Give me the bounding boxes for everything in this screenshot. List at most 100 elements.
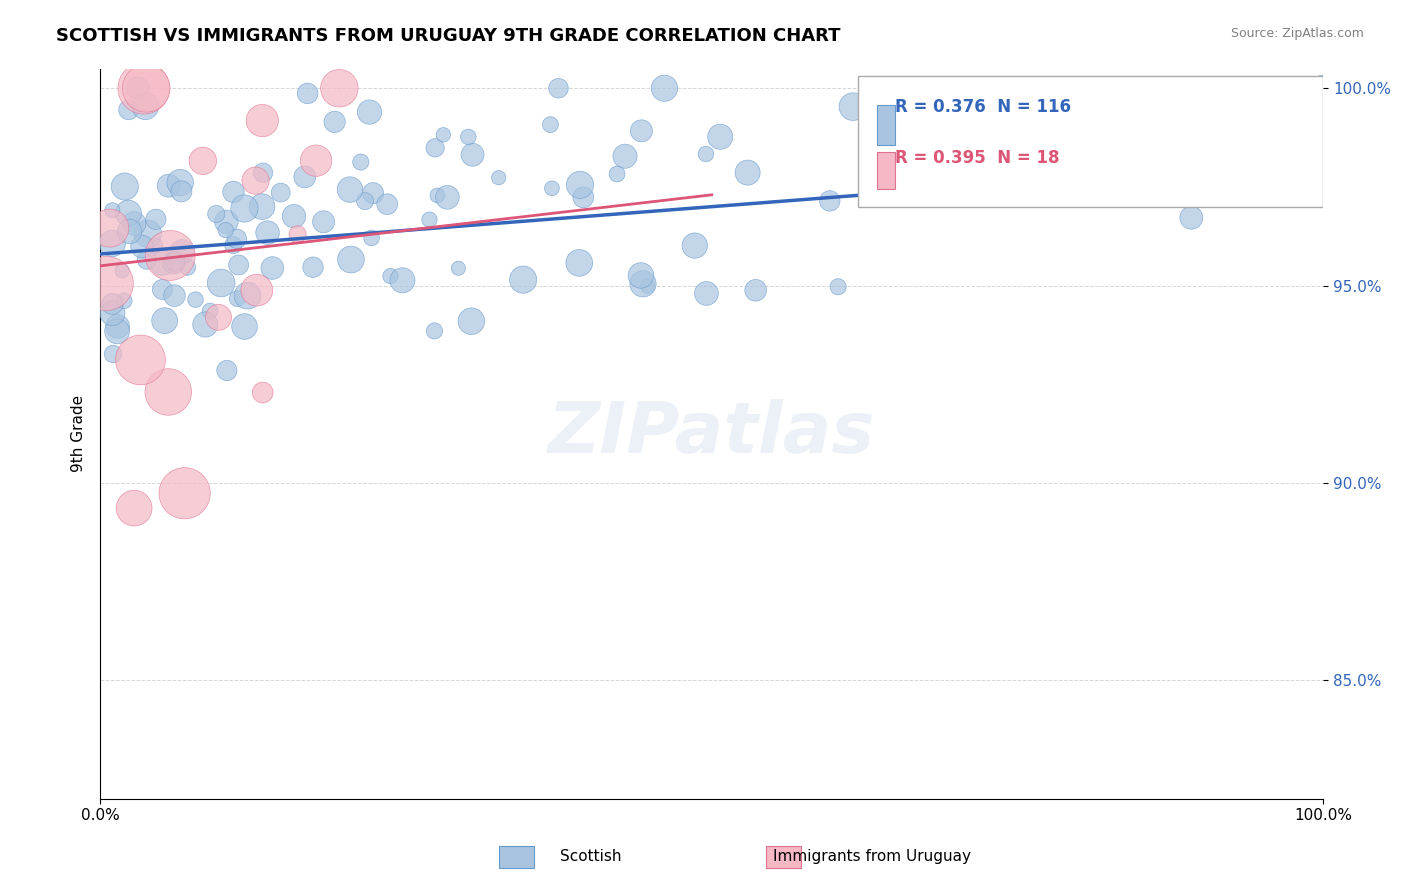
Point (1312, 101, 1334, 115)
Text: ZIPatlas: ZIPatlas (548, 399, 876, 468)
FancyBboxPatch shape (877, 105, 896, 145)
Point (287, 227, 309, 242)
Point (163, 288, 186, 302)
Point (191, 153, 214, 168)
Point (328, 81, 350, 95)
Point (132, 81, 155, 95)
Point (970, 159, 993, 173)
Point (98, 221, 121, 235)
Point (101, 306, 124, 320)
Point (614, 149, 637, 163)
Point (423, 324, 446, 338)
Point (654, 81, 676, 95)
Point (312, 215, 335, 229)
Point (150, 256, 173, 270)
Point (569, 178, 592, 192)
Point (157, 178, 180, 193)
Point (159, 248, 181, 262)
Point (1312, 152, 1334, 166)
Point (150, 283, 173, 297)
Point (256, 226, 278, 240)
Text: R = 0.376  N = 116: R = 0.376 N = 116 (896, 98, 1071, 116)
Point (270, 186, 292, 200)
Point (512, 273, 534, 287)
Point (262, 260, 284, 275)
Point (637, 279, 659, 293)
Point (426, 188, 449, 202)
Point (283, 209, 305, 223)
Point (737, 165, 759, 179)
Point (323, 115, 346, 129)
Point (194, 318, 217, 332)
Point (360, 231, 382, 245)
Point (572, 190, 595, 204)
Point (350, 155, 373, 169)
Point (380, 269, 402, 284)
Point (423, 141, 446, 155)
Point (184, 293, 207, 307)
Point (1312, 81, 1334, 95)
Point (744, 283, 766, 297)
Text: Immigrants from Uruguay: Immigrants from Uruguay (773, 849, 970, 863)
Point (112, 293, 135, 308)
Point (117, 206, 139, 220)
Text: SCOTTISH VS IMMIGRANTS FROM URUGUAY 9TH GRADE CORRELATION CHART: SCOTTISH VS IMMIGRANTS FROM URUGUAY 9TH … (56, 27, 841, 45)
Point (541, 181, 564, 195)
Point (170, 244, 193, 259)
Point (122, 501, 145, 516)
Point (215, 215, 238, 229)
Point (252, 166, 274, 180)
Point (818, 194, 841, 208)
Point (1194, 108, 1216, 122)
Point (215, 363, 238, 377)
Point (354, 194, 377, 208)
Point (418, 212, 440, 227)
Point (114, 179, 136, 194)
Point (1025, 146, 1047, 161)
Point (488, 170, 510, 185)
Point (225, 232, 247, 246)
Point (447, 261, 470, 276)
Point (134, 99, 156, 113)
Point (339, 183, 361, 197)
Point (695, 147, 717, 161)
Point (129, 353, 152, 368)
Point (170, 185, 193, 199)
Point (209, 276, 232, 290)
Point (117, 103, 139, 117)
Point (1063, 130, 1085, 145)
Point (205, 207, 228, 221)
Point (143, 238, 166, 252)
Point (915, 81, 938, 95)
Point (547, 81, 569, 95)
Point (135, 252, 157, 267)
Point (233, 319, 256, 334)
Point (145, 212, 167, 227)
Point (695, 286, 717, 301)
Point (568, 256, 591, 270)
Point (222, 185, 245, 199)
Point (391, 273, 413, 287)
Point (198, 304, 221, 318)
Point (252, 385, 274, 400)
Point (461, 147, 484, 161)
Point (842, 100, 865, 114)
FancyBboxPatch shape (877, 153, 896, 189)
Point (165, 254, 187, 268)
Point (122, 217, 145, 231)
Point (236, 288, 259, 302)
Point (250, 200, 273, 214)
Point (827, 279, 849, 293)
Point (111, 264, 134, 278)
Point (460, 314, 482, 328)
Point (252, 113, 274, 128)
Point (169, 176, 191, 190)
Point (297, 87, 319, 101)
Point (683, 238, 706, 252)
Point (177, 260, 200, 275)
Point (107, 319, 129, 334)
Text: Scottish: Scottish (560, 849, 621, 863)
Point (340, 252, 363, 267)
Point (136, 227, 159, 241)
Point (432, 128, 454, 142)
